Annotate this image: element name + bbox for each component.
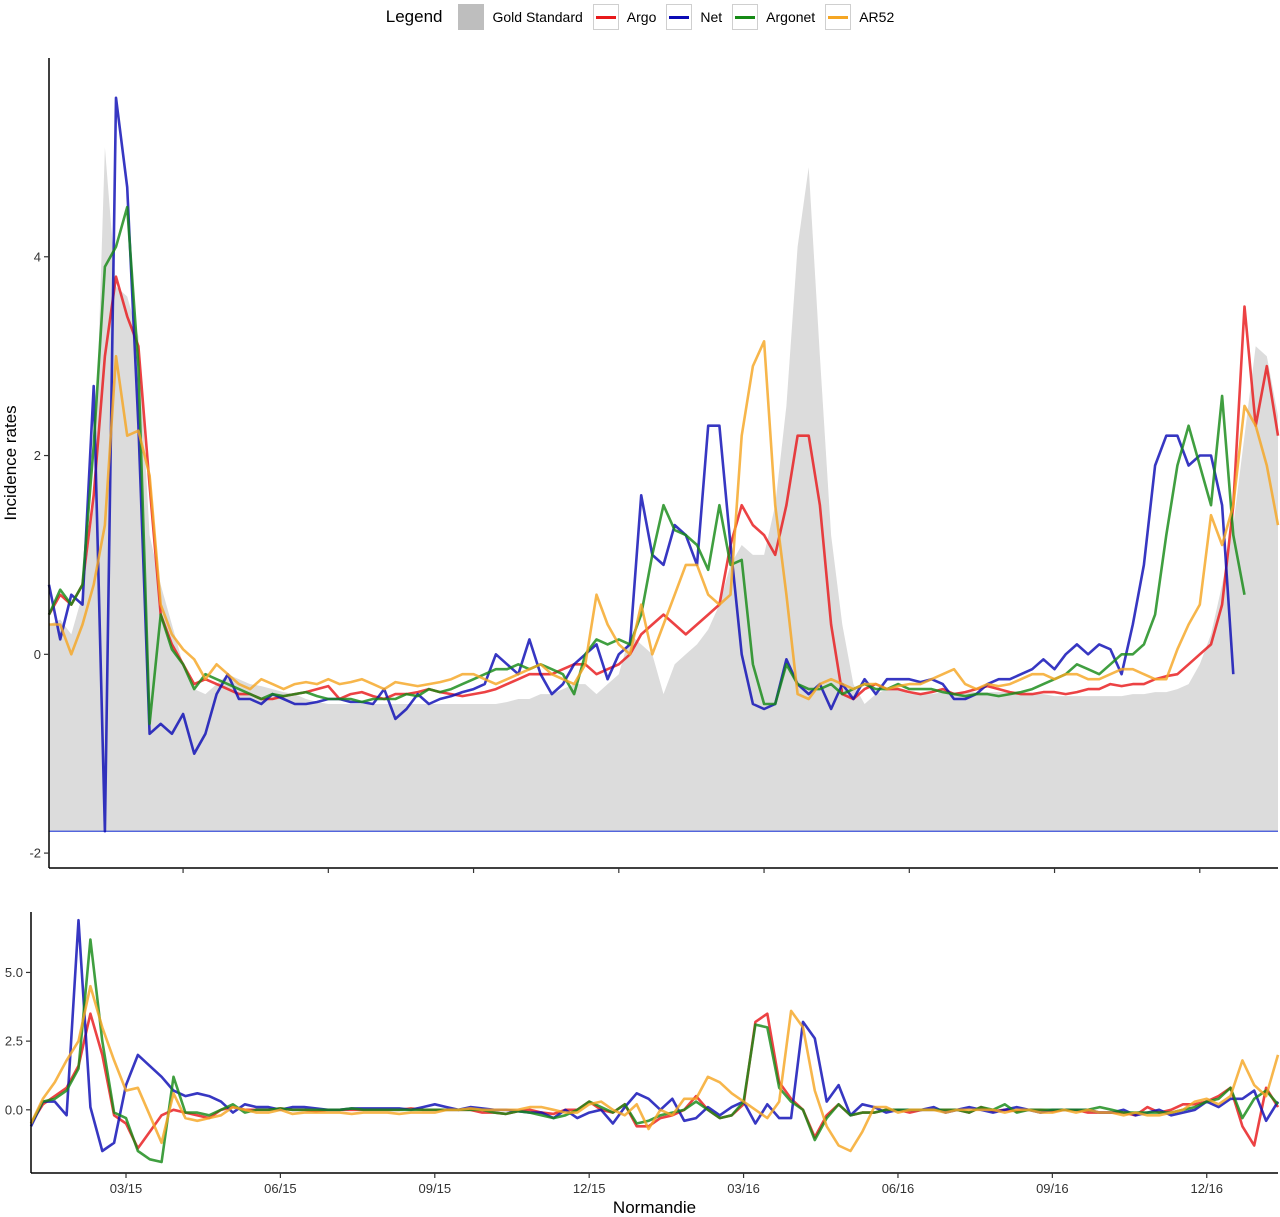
legend-key-argonet xyxy=(732,4,759,30)
bottom-y-tick-label: 5.0 xyxy=(5,965,23,980)
bottom-x-tick-label: 06/16 xyxy=(882,1181,915,1196)
legend-key-ar52 xyxy=(825,4,852,30)
top-series-argo xyxy=(47,275,1280,701)
bottom-series-argo xyxy=(29,1012,1280,1150)
legend-key-argo xyxy=(592,4,619,30)
legend-label-argonet: Argonet xyxy=(766,9,816,25)
bottom-x-tick-label: 12/16 xyxy=(1190,1181,1223,1196)
legend-key-gold-standard xyxy=(458,4,485,30)
bottom-y-tick-label: 2.5 xyxy=(5,1034,23,1049)
bottom-x-tick-label: 03/15 xyxy=(110,1181,143,1196)
top-area-gold-standard xyxy=(49,147,1278,832)
bottom-x-tick-label: 06/15 xyxy=(264,1181,297,1196)
legend-item-gold-standard: Gold Standard xyxy=(458,4,583,30)
top-y-tick-label: 2 xyxy=(34,448,41,463)
top-y-tick-label: 4 xyxy=(34,249,41,264)
legend-item-argonet: Argonet xyxy=(732,4,815,30)
bottom-x-tick-label: 09/16 xyxy=(1036,1181,1069,1196)
top-series-net xyxy=(47,96,1235,833)
legend: Legend Gold Standard Argo Net Argonet AR… xyxy=(0,0,1280,34)
top-y-tick-label: 0 xyxy=(34,647,41,662)
legend-item-net: Net xyxy=(666,4,722,30)
legend-label-net: Net xyxy=(700,9,723,25)
bottom-x-tick-label: 12/15 xyxy=(573,1181,606,1196)
legend-label-gold-standard: Gold Standard xyxy=(492,9,583,25)
bottom-x-axis-title: Normandie xyxy=(613,1198,696,1217)
top-series-argonet xyxy=(47,205,1246,726)
top-y-tick-label: -2 xyxy=(29,846,41,861)
legend-label-argo: Argo xyxy=(626,9,657,25)
bottom-series-ar52 xyxy=(29,984,1280,1153)
top-y-axis-title: Incidence rates xyxy=(1,405,20,520)
legend-label-ar52: AR52 xyxy=(859,9,895,25)
legend-key-net xyxy=(666,4,693,30)
legend-title: Legend xyxy=(385,7,443,26)
legend-item-argo: Argo xyxy=(592,4,657,30)
legend-item-ar52: AR52 xyxy=(825,4,894,30)
bottom-x-tick-label: 09/15 xyxy=(419,1181,452,1196)
bottom-series-argonet xyxy=(29,938,1279,1164)
top-series-ar52 xyxy=(49,339,1280,701)
bottom-y-tick-label: 0.0 xyxy=(5,1102,23,1117)
bottom-x-tick-label: 03/16 xyxy=(727,1181,760,1196)
